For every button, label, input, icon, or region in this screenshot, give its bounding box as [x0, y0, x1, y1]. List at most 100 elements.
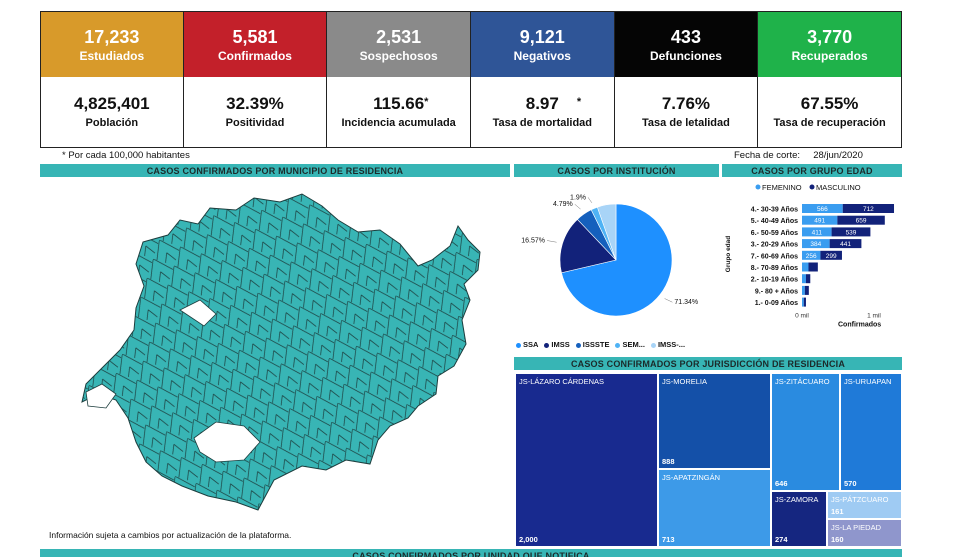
- pie-leader-3: [587, 197, 593, 204]
- age-category-8: 1.- 0-09 Años: [755, 300, 798, 307]
- kpi-header: 2,531 Sospechosos: [327, 12, 470, 77]
- kpi-caption: Tasa de letalidad: [642, 117, 730, 129]
- legend-label: IMSS: [551, 340, 570, 349]
- kpi-header: 433 Defunciones: [614, 12, 758, 77]
- treemap-value: 888: [662, 457, 675, 466]
- footnote: * Por cada 100,000 habitantes: [62, 150, 190, 161]
- age-bar-label-0-4: 256: [806, 253, 817, 260]
- age-bar-0-5: [802, 262, 809, 272]
- pie-label-1: 16.57%: [521, 238, 545, 245]
- map-note: Información sujeta a cambios por actuali…: [49, 530, 292, 540]
- age-category-5: 8.- 70-89 Años: [751, 265, 798, 272]
- treemap-value: 646: [775, 479, 788, 488]
- pie-slice-4: [596, 203, 617, 261]
- municipality-map[interactable]: [40, 180, 510, 525]
- pie-legend-item-1[interactable]: IMSS: [544, 340, 570, 349]
- kpi-tile-1: 5,581 Confirmados 32.39% Positividad: [183, 11, 328, 148]
- treemap-name: JS-APATZINGÁN: [662, 473, 721, 482]
- age-bar-label-0-1: 491: [814, 218, 825, 225]
- age-bar-1-3: [829, 239, 862, 249]
- age-group-chart[interactable]: FEMENINO MASCULINO 4.- 30-39 Años 566 712 5.-…: [722, 178, 902, 353]
- pie-label-2: 4.79%: [553, 201, 573, 208]
- age-category-4: 7.- 60-69 Años: [751, 253, 798, 260]
- age-bar-1-1: [837, 215, 885, 225]
- kpi-body: 4,825,401 Población: [41, 77, 183, 147]
- age-bar-1-8: [803, 297, 806, 307]
- age-category-1: 5.- 40-49 Años: [751, 218, 798, 225]
- pie-legend-item-4[interactable]: IMSS-...: [650, 340, 685, 349]
- kpi-value: 32.39%: [226, 94, 284, 113]
- age-bar-0-4: [802, 250, 821, 260]
- treemap-tile-0[interactable]: JS-LÁZARO CÁRDENAS 2,000: [515, 373, 658, 547]
- grupo-edad-header: CASOS POR GRUPO EDAD: [722, 164, 902, 177]
- age-category-0: 4.- 30-39 Años: [751, 207, 798, 214]
- kpi-tile-2: 2,531 Sospechosos 115.66 * Incidencia acumul…: [327, 11, 471, 148]
- jurisdiction-treemap[interactable]: JS-LÁZARO CÁRDENAS 2,000 JS-MORELIA 888 JS-A…: [515, 373, 902, 547]
- kpi-value: 7.76%: [661, 94, 711, 113]
- age-bar-label-0-3: 384: [810, 241, 821, 248]
- treemap-tile-4[interactable]: JS-URUAPAN 570: [840, 373, 902, 491]
- pie-legend-item-3[interactable]: SEM...: [615, 340, 645, 349]
- treemap-tile-2[interactable]: JS-APATZINGÁN 713: [658, 469, 771, 547]
- kpi-caption: Población: [85, 117, 139, 129]
- legend-label: SEM...: [622, 340, 645, 349]
- treemap-name: JS-MORELIA: [662, 377, 708, 386]
- kpi-number: 433: [670, 26, 701, 47]
- pie-legend-item-2[interactable]: ISSSTE: [575, 340, 609, 349]
- kpi-label: Estudiados: [79, 48, 145, 63]
- legend-label: SSA: [523, 340, 539, 349]
- pie-svg[interactable]: 71.34% 16.57% 4.79%1.9%: [514, 180, 719, 340]
- age-bar-1-6: [805, 274, 811, 284]
- treemap-name: JS-ZITÁCUARO: [775, 377, 830, 386]
- age-category-3: 3.- 20-29 Años: [751, 242, 798, 249]
- age-bar-1-7: [804, 285, 809, 295]
- kpi-body: 32.39% Positividad: [183, 77, 327, 147]
- kpi-header: 17,233 Estudiados: [41, 12, 183, 77]
- pie-leader-0: [664, 298, 673, 303]
- kpi-body: 67.55% Tasa de recuperación: [758, 77, 901, 147]
- kpi-value: 4,825,401: [74, 94, 150, 113]
- age-legend-label-0: FEMENINO: [762, 183, 802, 192]
- jurisdiccion-header: CASOS CONFIRMADOS POR JURISDICCIÓN DE RE…: [514, 357, 902, 370]
- municipio-header: CASOS CONFIRMADOS POR MUNICIPIO DE RESID…: [40, 164, 510, 177]
- treemap-tile-5[interactable]: JS-ZAMORA 274: [771, 491, 827, 547]
- age-bar-1-4: [820, 250, 842, 260]
- kpi-number: 5,581: [232, 26, 278, 47]
- institucion-header: CASOS POR INSTITUCIÓN: [514, 164, 719, 177]
- age-xlabel: Confirmados: [838, 321, 881, 328]
- age-bar-0-8: [802, 297, 804, 307]
- treemap-tile-3[interactable]: JS-ZITÁCUARO 646: [771, 373, 840, 491]
- pie-leader-2: [574, 204, 581, 210]
- kpi-row: 17,233 Estudiados 4,825,401 Población 5,581 C…: [40, 11, 902, 148]
- age-ylabel: Grupo edad: [725, 236, 732, 273]
- cut-date: Fecha de corte: 28/jun/2020: [734, 150, 863, 161]
- lake-infiernillo: [193, 421, 261, 463]
- pie-label-0: 71.34%: [674, 299, 698, 306]
- treemap-name: JS-PÁTZCUARO: [831, 495, 889, 504]
- age-xtick-1: 1 mil: [867, 312, 881, 319]
- kpi-star: *: [576, 96, 582, 108]
- kpi-body: 115.66 * Incidencia acumulada: [327, 77, 470, 147]
- kpi-caption: Tasa de recuperación: [773, 117, 886, 129]
- map-svg[interactable]: [40, 180, 510, 525]
- treemap-tile-6[interactable]: JS-PÁTZCUARO 161: [827, 491, 902, 519]
- treemap-name: JS-LA PIEDAD: [831, 523, 882, 532]
- kpi-caption: Positividad: [225, 117, 285, 129]
- pie-legend: SSA IMSS ISSSTE SEM... IMSS-...: [516, 340, 716, 349]
- age-category-7: 9.- 80 + Años: [755, 288, 798, 295]
- age-bar-1-5: [808, 262, 818, 272]
- treemap-tile-1[interactable]: JS-MORELIA 888: [658, 373, 771, 469]
- pie-slice-1: [559, 218, 617, 274]
- kpi-label: Recuperados: [791, 48, 868, 63]
- institution-pie-chart[interactable]: 71.34% 16.57% 4.79% 1.9%: [514, 180, 719, 355]
- kpi-value: 67.55%: [800, 94, 859, 113]
- treemap-tile-7[interactable]: JS-LA PIEDAD 160: [827, 519, 902, 547]
- treemap-name: JS-LÁZARO CÁRDENAS: [519, 377, 605, 386]
- kpi-value: 8.97 *: [526, 93, 581, 115]
- treemap-name: JS-URUAPAN: [844, 377, 892, 386]
- legend-dot: [544, 342, 550, 348]
- pie-legend-item-0[interactable]: SSA: [516, 340, 538, 349]
- kpi-header: 3,770 Recuperados: [758, 12, 901, 77]
- pie-leader-1: [546, 240, 557, 243]
- age-svg[interactable]: FEMENINO MASCULINO 4.- 30-39 Años 566 712 5.-…: [722, 178, 902, 353]
